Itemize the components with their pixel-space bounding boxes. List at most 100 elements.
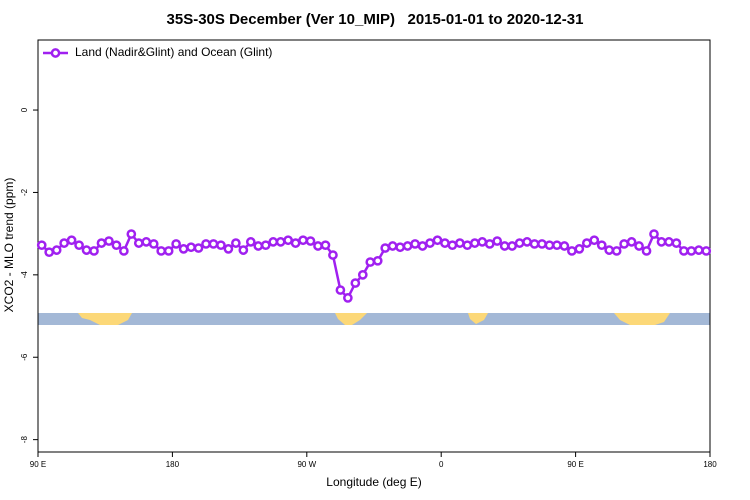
data-point	[260, 240, 271, 251]
data-point	[641, 246, 652, 256]
data-point	[417, 241, 428, 251]
y-tick-label: -4	[20, 271, 29, 279]
data-point	[89, 246, 99, 256]
data-point	[268, 237, 279, 247]
data-point	[634, 241, 644, 251]
data-point	[245, 237, 256, 247]
y-tick-label: 0	[20, 107, 29, 112]
data-point	[186, 242, 196, 253]
data-point	[231, 238, 241, 248]
data-point	[529, 239, 540, 249]
data-point	[223, 244, 234, 254]
y-tick-label: -2	[20, 188, 29, 196]
data-point	[305, 236, 316, 246]
data-point	[619, 239, 629, 249]
data-point	[462, 240, 473, 251]
data-point	[104, 236, 114, 246]
data-point	[656, 237, 667, 247]
data-point	[328, 250, 338, 260]
data-point	[395, 242, 405, 253]
data-point	[596, 240, 607, 251]
data-point	[432, 235, 443, 246]
legend-marker	[50, 48, 61, 58]
data-point	[499, 241, 510, 251]
data-point	[679, 246, 689, 256]
data-point	[484, 239, 495, 249]
data-point	[440, 238, 450, 248]
data-point	[178, 244, 189, 254]
data-point	[365, 257, 376, 267]
data-point	[59, 238, 69, 248]
data-point	[148, 239, 159, 249]
data-point	[410, 239, 420, 249]
data-point	[537, 239, 547, 249]
x-tick-label: 90 E	[30, 460, 46, 469]
data-point	[477, 237, 488, 247]
land-ocean-strip	[38, 313, 710, 325]
data-point	[514, 238, 525, 248]
data-point	[469, 238, 480, 248]
y-axis-label: XCO2 - MLO trend (ppm)	[2, 178, 16, 313]
data-point	[193, 243, 204, 253]
data-point	[171, 239, 181, 249]
x-tick-label: 0	[439, 460, 444, 469]
data-point	[51, 245, 62, 255]
data-point	[343, 293, 353, 303]
data-point	[96, 238, 107, 248]
x-tick-label: 90 E	[567, 460, 583, 469]
data-point	[238, 245, 249, 255]
data-point	[141, 237, 152, 247]
data-point	[671, 238, 682, 248]
data-point	[216, 240, 226, 251]
data-point	[611, 246, 622, 256]
data-point	[253, 241, 264, 251]
data-point	[380, 243, 391, 253]
data-point	[522, 237, 532, 247]
data-point	[74, 240, 84, 251]
data-point	[567, 246, 577, 256]
data-point	[335, 285, 346, 295]
data-point	[163, 246, 174, 256]
x-tick-label: 180	[703, 460, 717, 469]
data-point	[447, 240, 458, 251]
y-tick-label: -6	[20, 353, 29, 361]
data-point	[507, 241, 517, 251]
data-point	[313, 241, 323, 251]
data-point	[552, 240, 562, 251]
data-point	[701, 246, 712, 256]
data-point	[559, 241, 570, 251]
data-point	[455, 238, 465, 248]
data-point	[111, 240, 122, 251]
data-point	[357, 269, 368, 280]
data-point	[126, 229, 137, 239]
data-point	[649, 229, 659, 239]
data-point	[66, 235, 77, 246]
data-point	[44, 247, 55, 258]
data-point	[492, 236, 503, 246]
data-point	[544, 240, 555, 251]
data-point	[133, 238, 144, 248]
data-point	[626, 237, 637, 247]
data-point	[581, 238, 592, 248]
data-point	[372, 255, 383, 266]
data-point	[290, 238, 301, 248]
data-point	[387, 241, 398, 251]
data-point	[156, 246, 167, 256]
chart-title: 35S-30S December (Ver 10_MIP) 2015-01-01…	[167, 11, 584, 28]
data-point	[693, 245, 704, 255]
y-tick-label: -8	[20, 436, 29, 444]
data-point	[589, 235, 600, 246]
data-point	[402, 241, 413, 251]
x-tick-label: 90 W	[297, 460, 316, 469]
data-point	[664, 237, 674, 247]
data-point	[350, 278, 361, 288]
data-point	[201, 239, 211, 249]
x-axis-label: Longitude (deg E)	[326, 475, 421, 489]
data-point	[36, 240, 47, 251]
legend-label: Land (Nadir&Glint) and Ocean (Glint)	[75, 45, 272, 59]
x-tick-label: 180	[166, 460, 180, 469]
data-point	[425, 238, 435, 248]
data-point	[298, 235, 308, 246]
data-point	[81, 245, 92, 255]
